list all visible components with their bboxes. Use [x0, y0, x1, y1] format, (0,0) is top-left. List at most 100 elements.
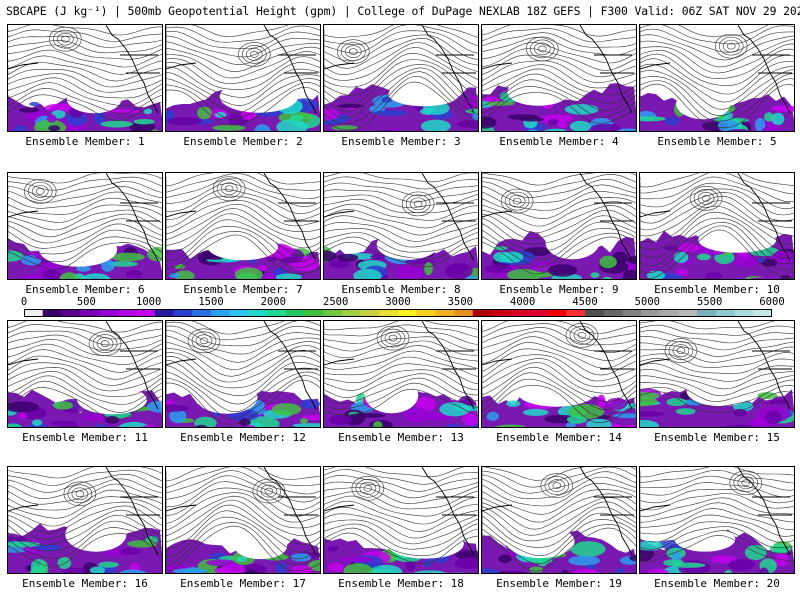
- cape-shading: [640, 88, 794, 131]
- ensemble-panel: [481, 24, 637, 132]
- ensemble-member-label: Ensemble Member: 3: [341, 135, 461, 148]
- colorbar-swatch: [510, 309, 530, 317]
- colorbar-tick-label: 1500: [198, 296, 224, 308]
- ensemble-map: [8, 467, 162, 573]
- ensemble-panel: [323, 466, 479, 574]
- page-title: SBCAPE (J kg⁻¹) | 500mb Geopotential Hei…: [6, 4, 800, 18]
- cape-shading: [166, 533, 320, 573]
- coastline: [8, 321, 160, 410]
- ensemble-panel: [7, 172, 163, 280]
- ensemble-member-label: Ensemble Member: 16: [22, 577, 148, 590]
- coastline: [640, 321, 792, 410]
- colorbar-swatch: [42, 309, 62, 317]
- coastline: [324, 467, 476, 556]
- colorbar-swatch: [697, 309, 717, 317]
- ensemble-map: [8, 25, 162, 131]
- ensemble-map: [482, 467, 636, 573]
- ensemble-member-label: Ensemble Member: 18: [338, 577, 464, 590]
- ensemble-panel: [165, 466, 321, 574]
- coastline: [640, 25, 792, 114]
- ensemble-map: [166, 173, 320, 279]
- colorbar-swatch: [304, 309, 324, 317]
- cape-shading: [640, 375, 794, 427]
- colorbar-swatch: [379, 309, 399, 317]
- ensemble-member-label: Ensemble Member: 10: [654, 283, 780, 296]
- coastline: [8, 467, 160, 556]
- colorbar-swatch: [285, 309, 305, 317]
- ensemble-map: [482, 25, 636, 131]
- cape-shading: [8, 517, 162, 573]
- height-contours: [8, 25, 162, 121]
- ensemble-map: [640, 467, 794, 573]
- ensemble-member-label: Ensemble Member: 2: [183, 135, 303, 148]
- ensemble-map: [640, 321, 794, 427]
- cape-shading: [324, 377, 478, 427]
- coastline: [640, 467, 792, 556]
- ensemble-map: [324, 173, 478, 279]
- ensemble-map: [166, 467, 320, 573]
- colorbar-swatch: [211, 309, 231, 317]
- ensemble-panel: [481, 172, 637, 280]
- height-contours: [640, 467, 794, 563]
- ensemble-member-label: Ensemble Member: 4: [499, 135, 619, 148]
- cape-shading: [166, 80, 320, 131]
- coastline: [482, 321, 634, 410]
- coastline: [482, 25, 634, 114]
- ensemble-member-label: Ensemble Member: 6: [25, 283, 145, 296]
- ensemble-panel: [481, 466, 637, 574]
- cape-shading: [482, 379, 636, 427]
- colorbar-swatch: [136, 309, 156, 317]
- colorbar-swatch: [622, 309, 642, 317]
- colorbar-tick-label: 5500: [697, 296, 723, 308]
- colorbar-swatch: [398, 309, 418, 317]
- colorbar-swatch: [98, 309, 118, 317]
- ensemble-member-label: Ensemble Member: 11: [22, 431, 148, 444]
- colorbar-tick-label: 2500: [323, 296, 349, 308]
- colorbar-tick-label: 3000: [385, 296, 411, 308]
- ensemble-map: [8, 321, 162, 427]
- coastline: [166, 25, 318, 114]
- height-contours: [166, 321, 320, 425]
- colorbar-swatch: [566, 309, 586, 317]
- ensemble-member-label: Ensemble Member: 20: [654, 577, 780, 590]
- colorbar-swatch: [416, 309, 436, 317]
- ensemble-map: [324, 25, 478, 131]
- coastline: [166, 321, 318, 410]
- colorbar-swatch: [341, 309, 362, 317]
- ensemble-panel: [165, 172, 321, 280]
- coastline: [482, 173, 634, 262]
- colorbar-swatch: [435, 309, 455, 317]
- coastline: [324, 25, 476, 114]
- colorbar-swatch: [154, 309, 175, 317]
- cape-shading: [640, 227, 794, 279]
- cape-shading: [482, 225, 636, 279]
- colorbar-swatch: [491, 309, 511, 317]
- height-contours: [482, 173, 636, 275]
- colorbar-tick-label: 5000: [634, 296, 660, 308]
- coastline: [482, 467, 634, 556]
- colorbar-swatch: [24, 309, 44, 317]
- colorbar-swatch: [61, 309, 81, 317]
- colorbar-tick-label: 6000: [759, 296, 785, 308]
- coastline: [324, 321, 476, 410]
- ensemble-member-label: Ensemble Member: 13: [338, 431, 464, 444]
- cape-shading: [166, 381, 320, 427]
- height-contours: [640, 25, 794, 129]
- ensemble-panel: [639, 466, 795, 574]
- cape-shading: [8, 385, 162, 427]
- colorbar-swatch: [323, 309, 343, 317]
- ensemble-panel: [639, 172, 795, 280]
- ensemble-map: [640, 173, 794, 279]
- colorbar-swatch: [753, 309, 772, 317]
- cape-shading: [482, 78, 636, 131]
- ensemble-map: [166, 25, 320, 131]
- height-contours: [8, 467, 162, 567]
- height-contours: [482, 25, 636, 124]
- ensemble-panel: [323, 320, 479, 428]
- colorbar-swatch: [454, 309, 474, 317]
- ensemble-panel: [481, 320, 637, 428]
- colorbar-swatch: [585, 309, 605, 317]
- colorbar-tick-label: 1000: [136, 296, 162, 308]
- height-contours: [640, 321, 794, 413]
- ensemble-member-label: Ensemble Member: 1: [25, 135, 145, 148]
